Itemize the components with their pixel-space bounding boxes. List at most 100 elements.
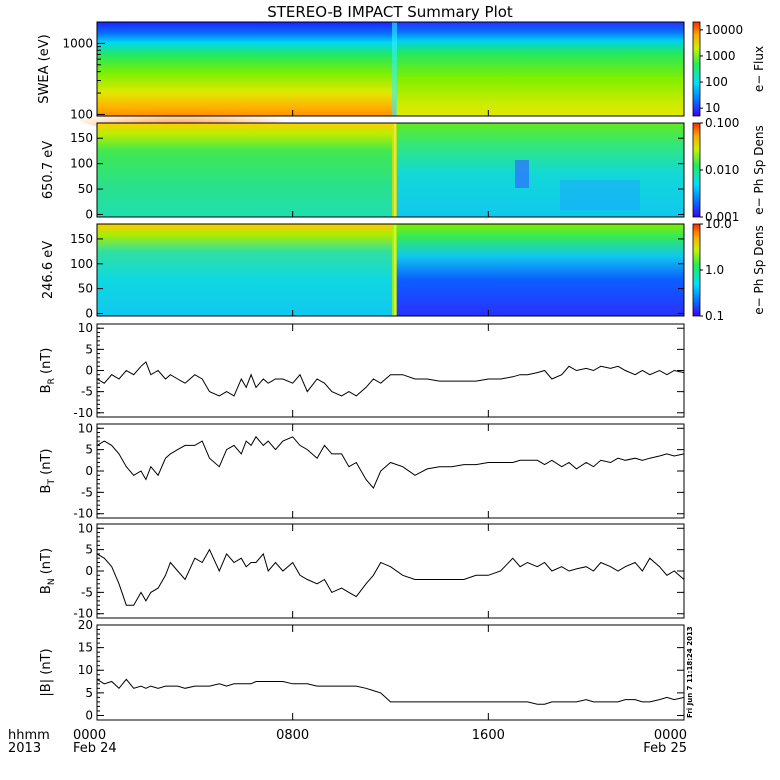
y-tick-label: 5: [85, 543, 93, 557]
y-tick-label: -5: [81, 485, 93, 499]
time-tick-label: 0000: [73, 728, 106, 743]
pad650-colorbar: [692, 122, 701, 218]
swea-y-axis: 100 1000: [62, 21, 105, 121]
pad246-spectrogram-left: [97, 224, 394, 316]
ylabel-main: B: [39, 585, 54, 594]
plot-title: STEREO-B IMPACT Summary Plot: [267, 3, 513, 21]
time-tick-label: 0800: [276, 728, 309, 743]
y-tick-label: 1000: [62, 36, 93, 50]
br-series-line: [96, 361, 685, 397]
y-tick-label: 0: [85, 207, 93, 221]
pad650-y-axis: 0 50 100 150: [70, 131, 684, 221]
br-panel: -10 -5 0 5 10 BR (nT): [39, 321, 685, 420]
colorbar-tick-label: 10: [705, 101, 720, 115]
colorbar-tick-label: 1.0: [705, 263, 724, 277]
pad246-ylabel: 246.6 eV: [41, 241, 56, 299]
y-tick-label: -10: [73, 607, 93, 621]
ylabel-sub: R: [47, 378, 57, 384]
y-tick-label: 15: [78, 641, 93, 655]
pad246-colorbar-ticks: 0.1 1.0 10.0: [700, 217, 732, 323]
pad650-colorbar-label: e− Ph Sp Dens: [752, 125, 766, 214]
pad650-frame: [96, 122, 685, 218]
bn-frame: [96, 523, 685, 619]
bt-ylabel: BT (nT): [39, 449, 57, 494]
y-tick-label: 0: [85, 307, 93, 321]
y-tick-label: 10: [78, 521, 93, 535]
y-tick-label: 10: [78, 663, 93, 677]
pad246-shock-stripe: [392, 224, 397, 316]
ylabel-unit: (nT): [39, 449, 54, 479]
bmag-panel: 0 5 10 15 20 |B| (nT): [39, 618, 685, 722]
y-tick-label: 20: [78, 618, 93, 632]
time-axis-label-year: 2013: [8, 741, 41, 756]
bn-ylabel: BN (nT): [39, 548, 57, 594]
swea-panel: 100 1000 SWEA (eV) 10 100 1000 10000 e− Flux: [37, 21, 766, 134]
br-frame: [96, 323, 685, 418]
pad246-frame: [96, 223, 685, 317]
swea-colorbar: [692, 21, 701, 117]
bt-series-line: [96, 435, 685, 490]
pad246-colorbar: [692, 223, 701, 317]
time-tick-label: 1600: [472, 728, 505, 743]
ylabel-main: |B|: [39, 679, 54, 697]
swea-shock-stripe: [392, 22, 397, 116]
colorbar-tick-label: 0.001: [705, 210, 739, 224]
y-tick-label: 5: [85, 686, 93, 700]
date-label: Feb 24: [73, 741, 117, 756]
y-tick-label: 100: [70, 107, 93, 121]
pad650-spectrogram-left: [97, 123, 394, 217]
y-tick-label: 10: [78, 321, 93, 335]
y-tick-label: 150: [70, 131, 93, 145]
time-axis-label-hhmm: hhmm: [8, 728, 50, 743]
colorbar-tick-label: 1000: [705, 49, 736, 63]
y-tick-label: 100: [70, 157, 93, 171]
y-tick-label: -5: [81, 585, 93, 599]
colorbar-tick-label: 10.0: [705, 217, 732, 231]
y-tick-label: 100: [70, 257, 93, 271]
swea-colorbar-label: e− Flux: [752, 46, 766, 92]
br-ylabel: BR (nT): [39, 348, 57, 394]
bmag-ylabel: |B| (nT): [39, 648, 54, 696]
pad650-spectrogram-right: [396, 123, 684, 217]
colorbar-tick-label: 10000: [705, 23, 743, 37]
date-label: Feb 25: [643, 741, 687, 756]
colorbar-tick-label: 0.010: [705, 163, 739, 177]
pad650-shock-stripe: [392, 123, 397, 217]
pad246-colorbar-label: e− Ph Sp Dens: [752, 225, 766, 314]
ylabel-main: B: [39, 485, 54, 494]
y-tick-label: 150: [70, 232, 93, 246]
pad650-ylabel: 650.7 eV: [41, 141, 56, 199]
ylabel-sub: N: [47, 578, 57, 585]
y-tick-label: -5: [81, 385, 93, 399]
ylabel-unit: (nT): [39, 548, 54, 578]
y-tick-label: -10: [73, 507, 93, 521]
y-tick-label: 50: [78, 282, 93, 296]
bt-frame: [96, 423, 685, 519]
pad246-panel: 0 50 100 150 246.6 eV 0.1 1.0 10.0 e− Ph Sp D…: [41, 217, 766, 323]
swea-frame: [96, 21, 685, 117]
y-tick-label: 5: [85, 342, 93, 356]
ylabel-main: B: [39, 384, 54, 393]
pad650-panel: 0 50 100 150 650.7 eV 0.001 0.010 0.100 e− Ph…: [41, 116, 766, 224]
y-tick-label: 0: [85, 464, 93, 478]
time-tick-label: 0000: [654, 728, 687, 743]
bn-panel: -10 -5 0 5 10 BN (nT): [39, 521, 685, 621]
pad246-spectrogram-right: [396, 224, 684, 316]
y-tick-label: 5: [85, 443, 93, 457]
bmag-series-line: [96, 678, 685, 705]
pad650-colorbar-ticks: 0.001 0.010 0.100: [700, 116, 739, 224]
y-tick-label: 0: [85, 708, 93, 722]
pad650-blue-patch-2: [560, 180, 640, 210]
ylabel-unit: (nT): [39, 348, 54, 378]
bmag-frame: [96, 624, 685, 721]
pad650-blue-patch: [515, 160, 529, 188]
bn-series-line: [96, 548, 685, 606]
y-tick-label: 50: [78, 182, 93, 196]
ylabel-unit: (nT): [39, 648, 54, 678]
colorbar-tick-label: 0.100: [705, 116, 739, 130]
swea-spectrogram-right: [396, 22, 684, 116]
swea-colorbar-ticks: 10 100 1000 10000: [700, 23, 743, 115]
